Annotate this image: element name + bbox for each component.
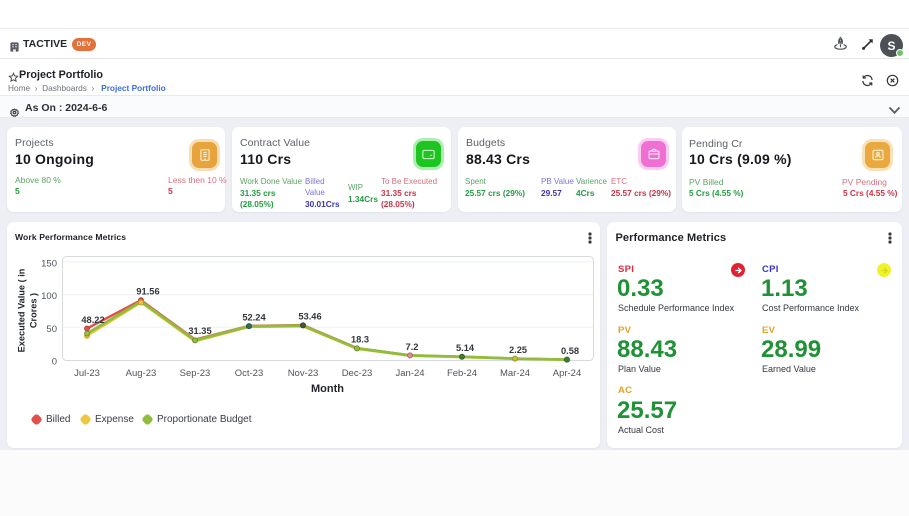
svg-text:Jan-24: Jan-24 [395, 368, 424, 379]
svg-text:Feb-24: Feb-24 [447, 368, 477, 379]
svg-text:50: 50 [46, 324, 57, 335]
svg-text:Aug-23: Aug-23 [126, 368, 157, 379]
svg-text:Jul-23: Jul-23 [74, 368, 100, 379]
svg-text:2.25: 2.25 [509, 345, 527, 355]
svg-text:Dec-23: Dec-23 [342, 368, 373, 379]
svg-text:5.14: 5.14 [456, 343, 475, 353]
svg-text:Apr-24: Apr-24 [553, 368, 582, 379]
svg-text:Mar-24: Mar-24 [500, 368, 530, 379]
svg-text:Oct-23: Oct-23 [235, 368, 264, 379]
svg-text:Sep-23: Sep-23 [180, 368, 211, 379]
svg-text:7.2: 7.2 [406, 342, 419, 352]
svg-text:Nov-23: Nov-23 [288, 368, 319, 379]
svg-text:31.35: 31.35 [188, 326, 211, 336]
svg-text:100: 100 [41, 291, 57, 302]
svg-text:52.24: 52.24 [242, 312, 266, 322]
svg-text:91.56: 91.56 [136, 287, 159, 297]
svg-text:18.3: 18.3 [351, 335, 369, 345]
svg-text:150: 150 [41, 259, 57, 270]
svg-text:53.46: 53.46 [298, 312, 321, 322]
svg-text:48.22: 48.22 [81, 315, 104, 325]
svg-text:0: 0 [52, 357, 57, 368]
svg-text:0.58: 0.58 [561, 346, 579, 356]
